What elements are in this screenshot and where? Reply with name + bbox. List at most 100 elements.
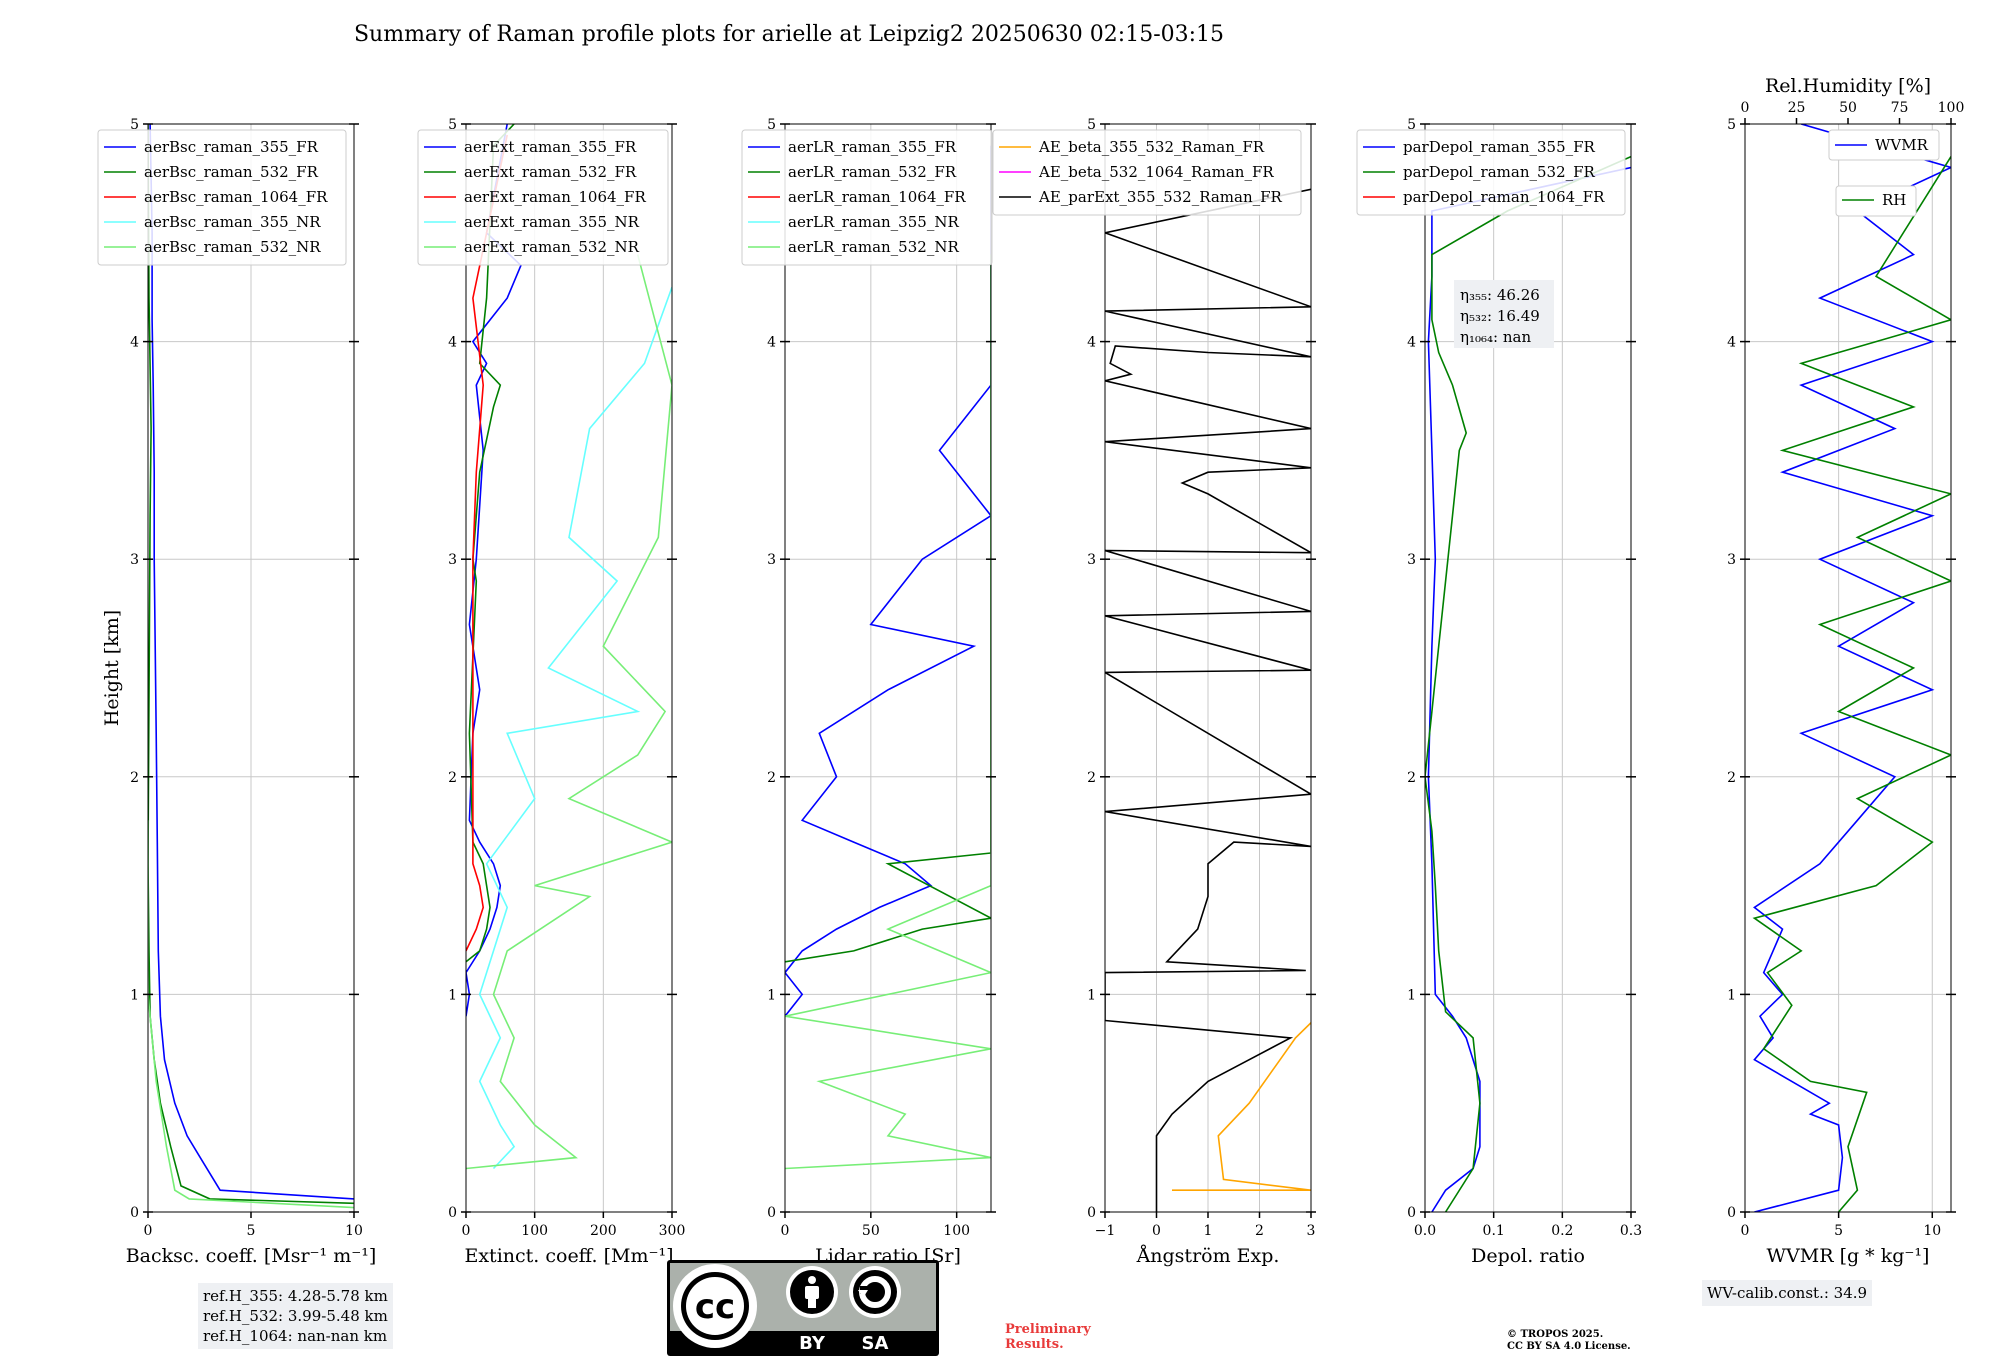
share-alike-icon: [858, 1276, 891, 1308]
y-tick-label: 4: [767, 335, 776, 351]
eta-value: η₃₅₅: 46.26: [1460, 286, 1540, 304]
series-line-aerLR_raman_532_FR: [785, 254, 991, 963]
wv-calibration-info: WV-calib.const.: 34.9: [1702, 1280, 1873, 1306]
legend-label: WVMR: [1875, 136, 1929, 154]
y-tick-label: 4: [448, 335, 457, 351]
y-tick-label: 1: [1087, 987, 1096, 1003]
y-tick-label: 4: [1407, 335, 1416, 351]
reference-height-info: ref.H_355: 4.28-5.78 km ref.H_532: 3.99-…: [198, 1283, 393, 1349]
x-tick-label: 0.0: [1414, 1223, 1436, 1239]
y-tick-label: 1: [767, 987, 776, 1003]
y-tick-label: 0: [767, 1205, 776, 1221]
ref-h-355: ref.H_355: 4.28-5.78 km: [203, 1287, 388, 1305]
sa-text: SA: [862, 1333, 889, 1354]
y-tick-label: 5: [1727, 117, 1736, 133]
axes-frame: [784, 123, 992, 1213]
by-text: BY: [799, 1333, 826, 1354]
x-tick-label: 0: [781, 1223, 790, 1239]
legend-label: aerBsc_raman_355_FR: [144, 138, 319, 156]
y-tick-label: 2: [1727, 770, 1736, 786]
rh-tick-label: 50: [1839, 100, 1857, 116]
series-line-parDepol_raman_532_FR: [1425, 155, 1631, 1212]
legend-label: aerBsc_raman_532_FR: [144, 163, 319, 181]
legend-label: aerLR_raman_1064_FR: [788, 188, 966, 206]
x-axis-label: WVMR [g * kg⁻¹]: [1767, 1245, 1930, 1267]
cc-by-sa-badge: cc BY SA: [667, 1260, 939, 1356]
y-tick-label: 3: [448, 552, 457, 568]
x-axis-label: Depol. ratio: [1471, 1245, 1585, 1267]
axes-frame: [465, 123, 673, 1213]
y-tick-label: 2: [448, 770, 457, 786]
legend-box: [417, 129, 669, 266]
panel-wv: 0 1 2 3 4 5 0 5 10 WVMR [g * kg⁻¹]: [1727, 117, 1956, 1267]
preliminary-note: Preliminary Results.: [1005, 1322, 1091, 1352]
series-line-aerBsc_raman_355_FR: [149, 124, 354, 1200]
rh-tick-label: 25: [1788, 100, 1806, 116]
legend-box: [1835, 185, 1917, 217]
y-tick-label: 2: [1087, 770, 1096, 786]
x-tick-label: 50: [862, 1223, 880, 1239]
legend-label: aerExt_raman_532_NR: [464, 238, 640, 256]
ref-h-532: ref.H_532: 3.99-5.48 km: [203, 1307, 388, 1325]
panel-ext: 0 1 2 3 4 5 0 100 200 300 Extinct. coeff. [Mm⁻¹] ae…: [417, 117, 686, 1267]
eta-value: η₅₃₂: 16.49: [1460, 307, 1540, 325]
panel-ae: 0 1 2 3 4 5 −1 0 1 2 3 Ångström Exp. AE_beta_355_532…: [992, 117, 1316, 1267]
rh-axis: 0 25 50 75 100 Rel.Humidity [%] WVMR RH: [1741, 75, 1964, 217]
axes-frame: [1744, 123, 1952, 1213]
preliminary-line-1: Preliminary: [1005, 1322, 1091, 1337]
y-tick-label: 0: [1407, 1205, 1416, 1221]
rh-tick-label: 75: [1891, 100, 1909, 116]
legend-label: RH: [1882, 191, 1906, 209]
x-tick-label: 3: [1307, 1223, 1316, 1239]
legend-box: [992, 129, 1302, 216]
x-tick-label: 0: [462, 1223, 471, 1239]
legend-label: aerLR_raman_355_FR: [788, 138, 957, 156]
legend: aerExt_raman_355_FR aerExt_raman_532_FRae…: [417, 129, 669, 266]
legend-box: [97, 129, 347, 266]
series-line-aerExt_raman_355_FR: [466, 124, 522, 1017]
axes-frame: [1424, 123, 1632, 1213]
series-line-aerExt_raman_532_NR: [466, 254, 672, 1170]
series-group: [148, 124, 354, 1209]
legend-box: [741, 129, 993, 266]
series-line-aerLR_raman_532_NR: [785, 254, 991, 1170]
series-line-parDepol_raman_355_FR: [1427, 166, 1631, 1212]
x-tick-label: 200: [590, 1223, 617, 1239]
eta-value: η₁₀₆₄: nan: [1460, 328, 1531, 346]
x-tick-label: 2: [1255, 1223, 1264, 1239]
x-tick-label: 5: [1834, 1223, 1843, 1239]
series-line-AE_beta_355_532_Raman_FR: [1172, 1022, 1311, 1191]
legend-label: parDepol_raman_355_FR: [1403, 138, 1596, 156]
legend-label: aerBsc_raman_532_NR: [144, 238, 321, 256]
x-tick-label: 300: [659, 1223, 686, 1239]
series-line-aerBsc_raman_532_NR: [148, 820, 354, 1209]
y-tick-label: 4: [130, 335, 139, 351]
x-tick-label: 0.1: [1483, 1223, 1505, 1239]
y-tick-label: 1: [1727, 987, 1736, 1003]
y-tick-label: 1: [1407, 987, 1416, 1003]
series-line-AE_parExt_355_532_Raman_FR: [1105, 188, 1311, 1212]
y-tick-label: 5: [767, 117, 776, 133]
copyright-note: © TROPOS 2025. CC BY SA 4.0 License.: [1507, 1329, 1631, 1353]
y-tick-label: 2: [767, 770, 776, 786]
legend-label: aerBsc_raman_1064_FR: [144, 188, 328, 206]
y-tick-label: 2: [1407, 770, 1416, 786]
x-axis-label: Ångström Exp.: [1136, 1245, 1280, 1267]
x-axis-label: Extinct. coeff. [Mm⁻¹]: [464, 1245, 673, 1267]
legend: AE_beta_355_532_Raman_FR AE_beta_532_1064…: [992, 129, 1302, 216]
x-tick-label: 0.3: [1620, 1223, 1642, 1239]
legend-label: AE_beta_532_1064_Raman_FR: [1038, 163, 1274, 181]
legend: parDepol_raman_355_FR parDepol_raman_532_…: [1356, 129, 1626, 216]
series-line-RH: [1752, 156, 1951, 1212]
legend-label: parDepol_raman_532_FR: [1403, 163, 1596, 181]
x-tick-label: 100: [521, 1223, 548, 1239]
x-tick-label: 0: [1152, 1223, 1161, 1239]
y-tick-label: 2: [130, 770, 139, 786]
panel-bsc: 0 1 2 3 4 5 0 5 10 Backsc. coeff. [Msr⁻¹ m⁻¹] aerB…: [97, 117, 376, 1267]
x-tick-label: 0: [1741, 1223, 1750, 1239]
y-tick-label: 1: [448, 987, 457, 1003]
legend-label: AE_beta_355_532_Raman_FR: [1038, 138, 1265, 156]
series-line-aerExt_raman_532_FR: [466, 124, 515, 963]
y-tick-label: 3: [1407, 552, 1416, 568]
series-group: [785, 145, 991, 1170]
